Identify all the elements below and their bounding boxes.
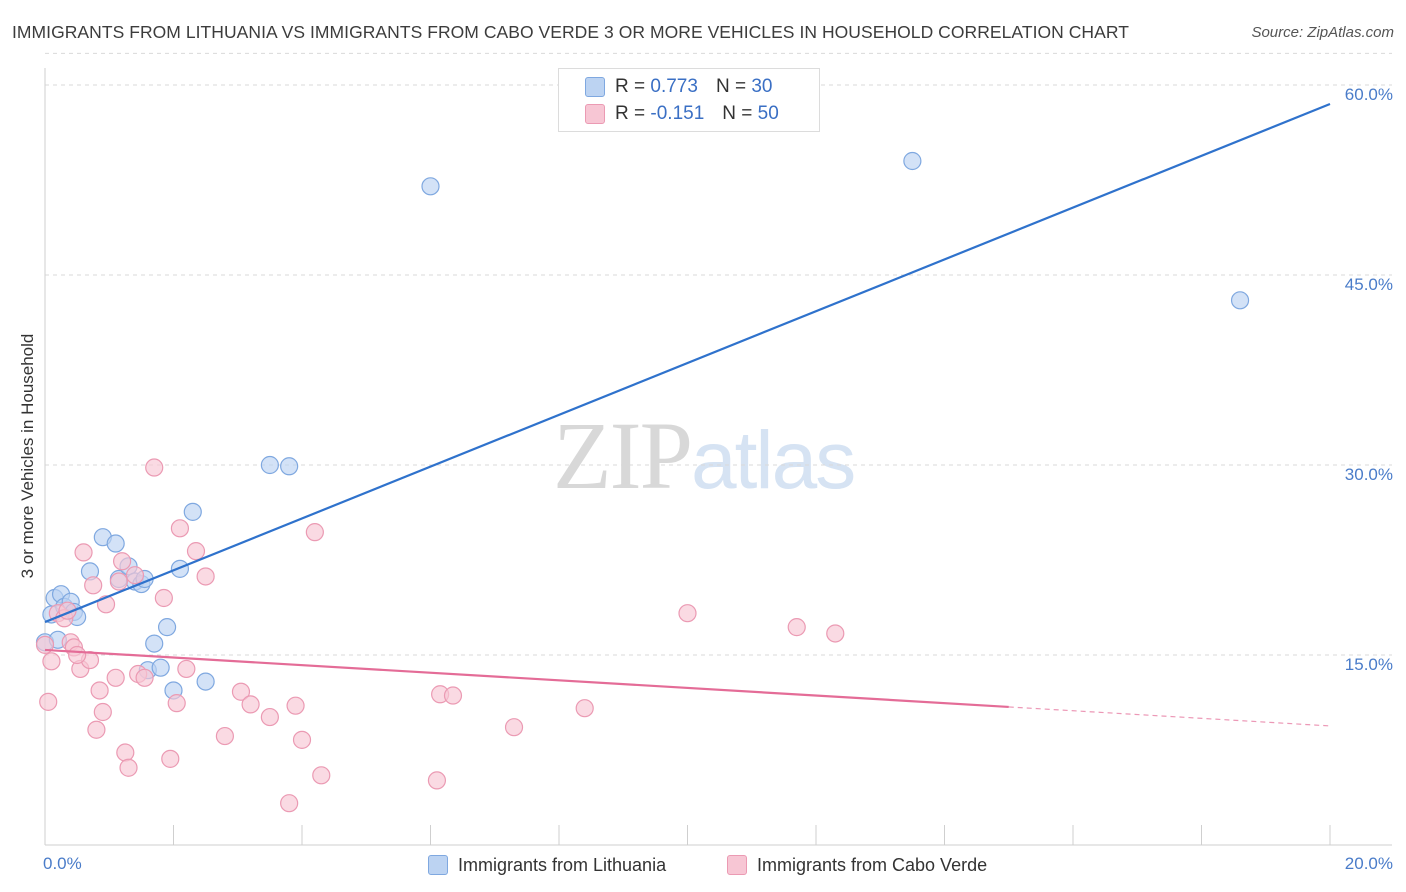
point-caboverde [312, 766, 331, 785]
point-caboverde [231, 682, 251, 701]
point-caboverde [678, 604, 697, 623]
point-caboverde [196, 567, 215, 586]
point-caboverde [292, 730, 312, 749]
point-caboverde [74, 543, 93, 562]
point-caboverde [68, 645, 87, 665]
point-caboverde [186, 542, 206, 561]
point-caboverde [106, 668, 125, 687]
point-caboverde [135, 668, 154, 687]
legend-n-value: 50 [757, 103, 779, 124]
watermark: ZIPatlas [553, 400, 856, 511]
point-caboverde [215, 726, 234, 746]
point-caboverde [161, 749, 180, 768]
point-caboverde [39, 692, 58, 711]
bottom-legend-label-lithuania: Immigrants from Lithuania [458, 854, 667, 875]
point-lithuania [260, 455, 279, 475]
point-lithuania [145, 634, 164, 653]
grid-layer [45, 52, 1392, 656]
point-caboverde [42, 652, 61, 671]
point-lithuania [1230, 291, 1250, 310]
legend-n-label: N = [715, 76, 747, 97]
legend-r-label: R = [615, 103, 646, 124]
point-caboverde [109, 572, 128, 591]
point-caboverde [93, 702, 112, 722]
y-tick-label: 15.0% [1345, 655, 1393, 674]
point-caboverde [305, 523, 324, 542]
point-caboverde [112, 552, 132, 571]
point-lithuania [196, 672, 215, 691]
legend-n-value: 30 [751, 76, 773, 97]
point-caboverde [826, 624, 845, 643]
point-lithuania [106, 534, 125, 553]
point-caboverde [87, 720, 106, 739]
legend-row-lithuania: R = 0.773 N = 30 [585, 75, 772, 99]
x-tick-label: 0.0% [43, 854, 82, 873]
trend-line-dashed-caboverde [1008, 706, 1331, 727]
legend-r-value: -0.151 [650, 103, 705, 124]
trend-line-lithuania [44, 102, 1331, 624]
source-label: Source: ZipAtlas.com [1251, 24, 1394, 41]
correlation-legend: R = 0.773 N = 30 R = -0.151 N = 50 [558, 68, 820, 132]
point-caboverde [167, 694, 186, 713]
point-lithuania [421, 177, 440, 196]
legend-swatch-lithuania [585, 77, 605, 97]
point-caboverde [170, 519, 190, 538]
tick-label-layer: 15.0% 30.0% 45.0% 60.0% 0.0% 20.0% [43, 85, 1393, 873]
point-caboverde [443, 686, 463, 705]
point-lithuania [151, 658, 170, 677]
watermark-atlas: atlas [691, 415, 856, 506]
legend-r-label: R = [615, 76, 646, 97]
point-caboverde [154, 588, 173, 608]
bottom-legend-swatch-caboverde [727, 855, 747, 875]
chart-title: IMMIGRANTS FROM LITHUANIA VS IMMIGRANTS … [12, 22, 1129, 42]
watermark-zip: ZIP [553, 402, 693, 509]
point-lithuania [157, 618, 177, 637]
point-caboverde [280, 794, 299, 813]
point-caboverde [116, 743, 135, 762]
x-tick-label: 20.0% [1345, 854, 1393, 873]
axis-layer [44, 68, 1392, 846]
bottom-legend-label-caboverde: Immigrants from Cabo Verde [757, 854, 988, 875]
point-caboverde [119, 758, 138, 777]
point-caboverde [787, 618, 806, 637]
point-lithuania [170, 559, 190, 578]
bottom-legend-lithuania[interactable]: Immigrants from Lithuania [428, 852, 666, 878]
point-caboverde [145, 458, 164, 477]
point-caboverde [177, 659, 196, 679]
point-caboverde [575, 699, 594, 718]
point-caboverde [260, 707, 279, 727]
point-caboverde [427, 771, 447, 790]
point-lithuania [183, 502, 202, 521]
point-caboverde [286, 696, 305, 715]
trend-layer [44, 102, 1331, 727]
point-caboverde [84, 576, 103, 595]
legend-n-label: N = [722, 103, 753, 124]
bottom-legend-caboverde[interactable]: Immigrants from Cabo Verde [727, 852, 987, 878]
point-caboverde [90, 681, 109, 700]
legend-swatch-caboverde [585, 104, 605, 124]
legend-row-caboverde: R = -0.151 N = 50 [585, 102, 779, 126]
y-tick-label: 45.0% [1345, 275, 1393, 294]
point-lithuania [903, 151, 922, 171]
point-caboverde [504, 718, 524, 737]
point-lithuania [280, 457, 299, 476]
y-tick-label: 60.0% [1345, 85, 1393, 104]
legend-r-value: 0.773 [650, 76, 698, 97]
point-caboverde [125, 566, 145, 585]
trend-line-caboverde [44, 648, 1009, 709]
points-layer [35, 151, 1250, 813]
bottom-legend-swatch-lithuania [428, 855, 448, 875]
point-caboverde [241, 695, 260, 714]
y-tick-label: 30.0% [1345, 465, 1393, 484]
